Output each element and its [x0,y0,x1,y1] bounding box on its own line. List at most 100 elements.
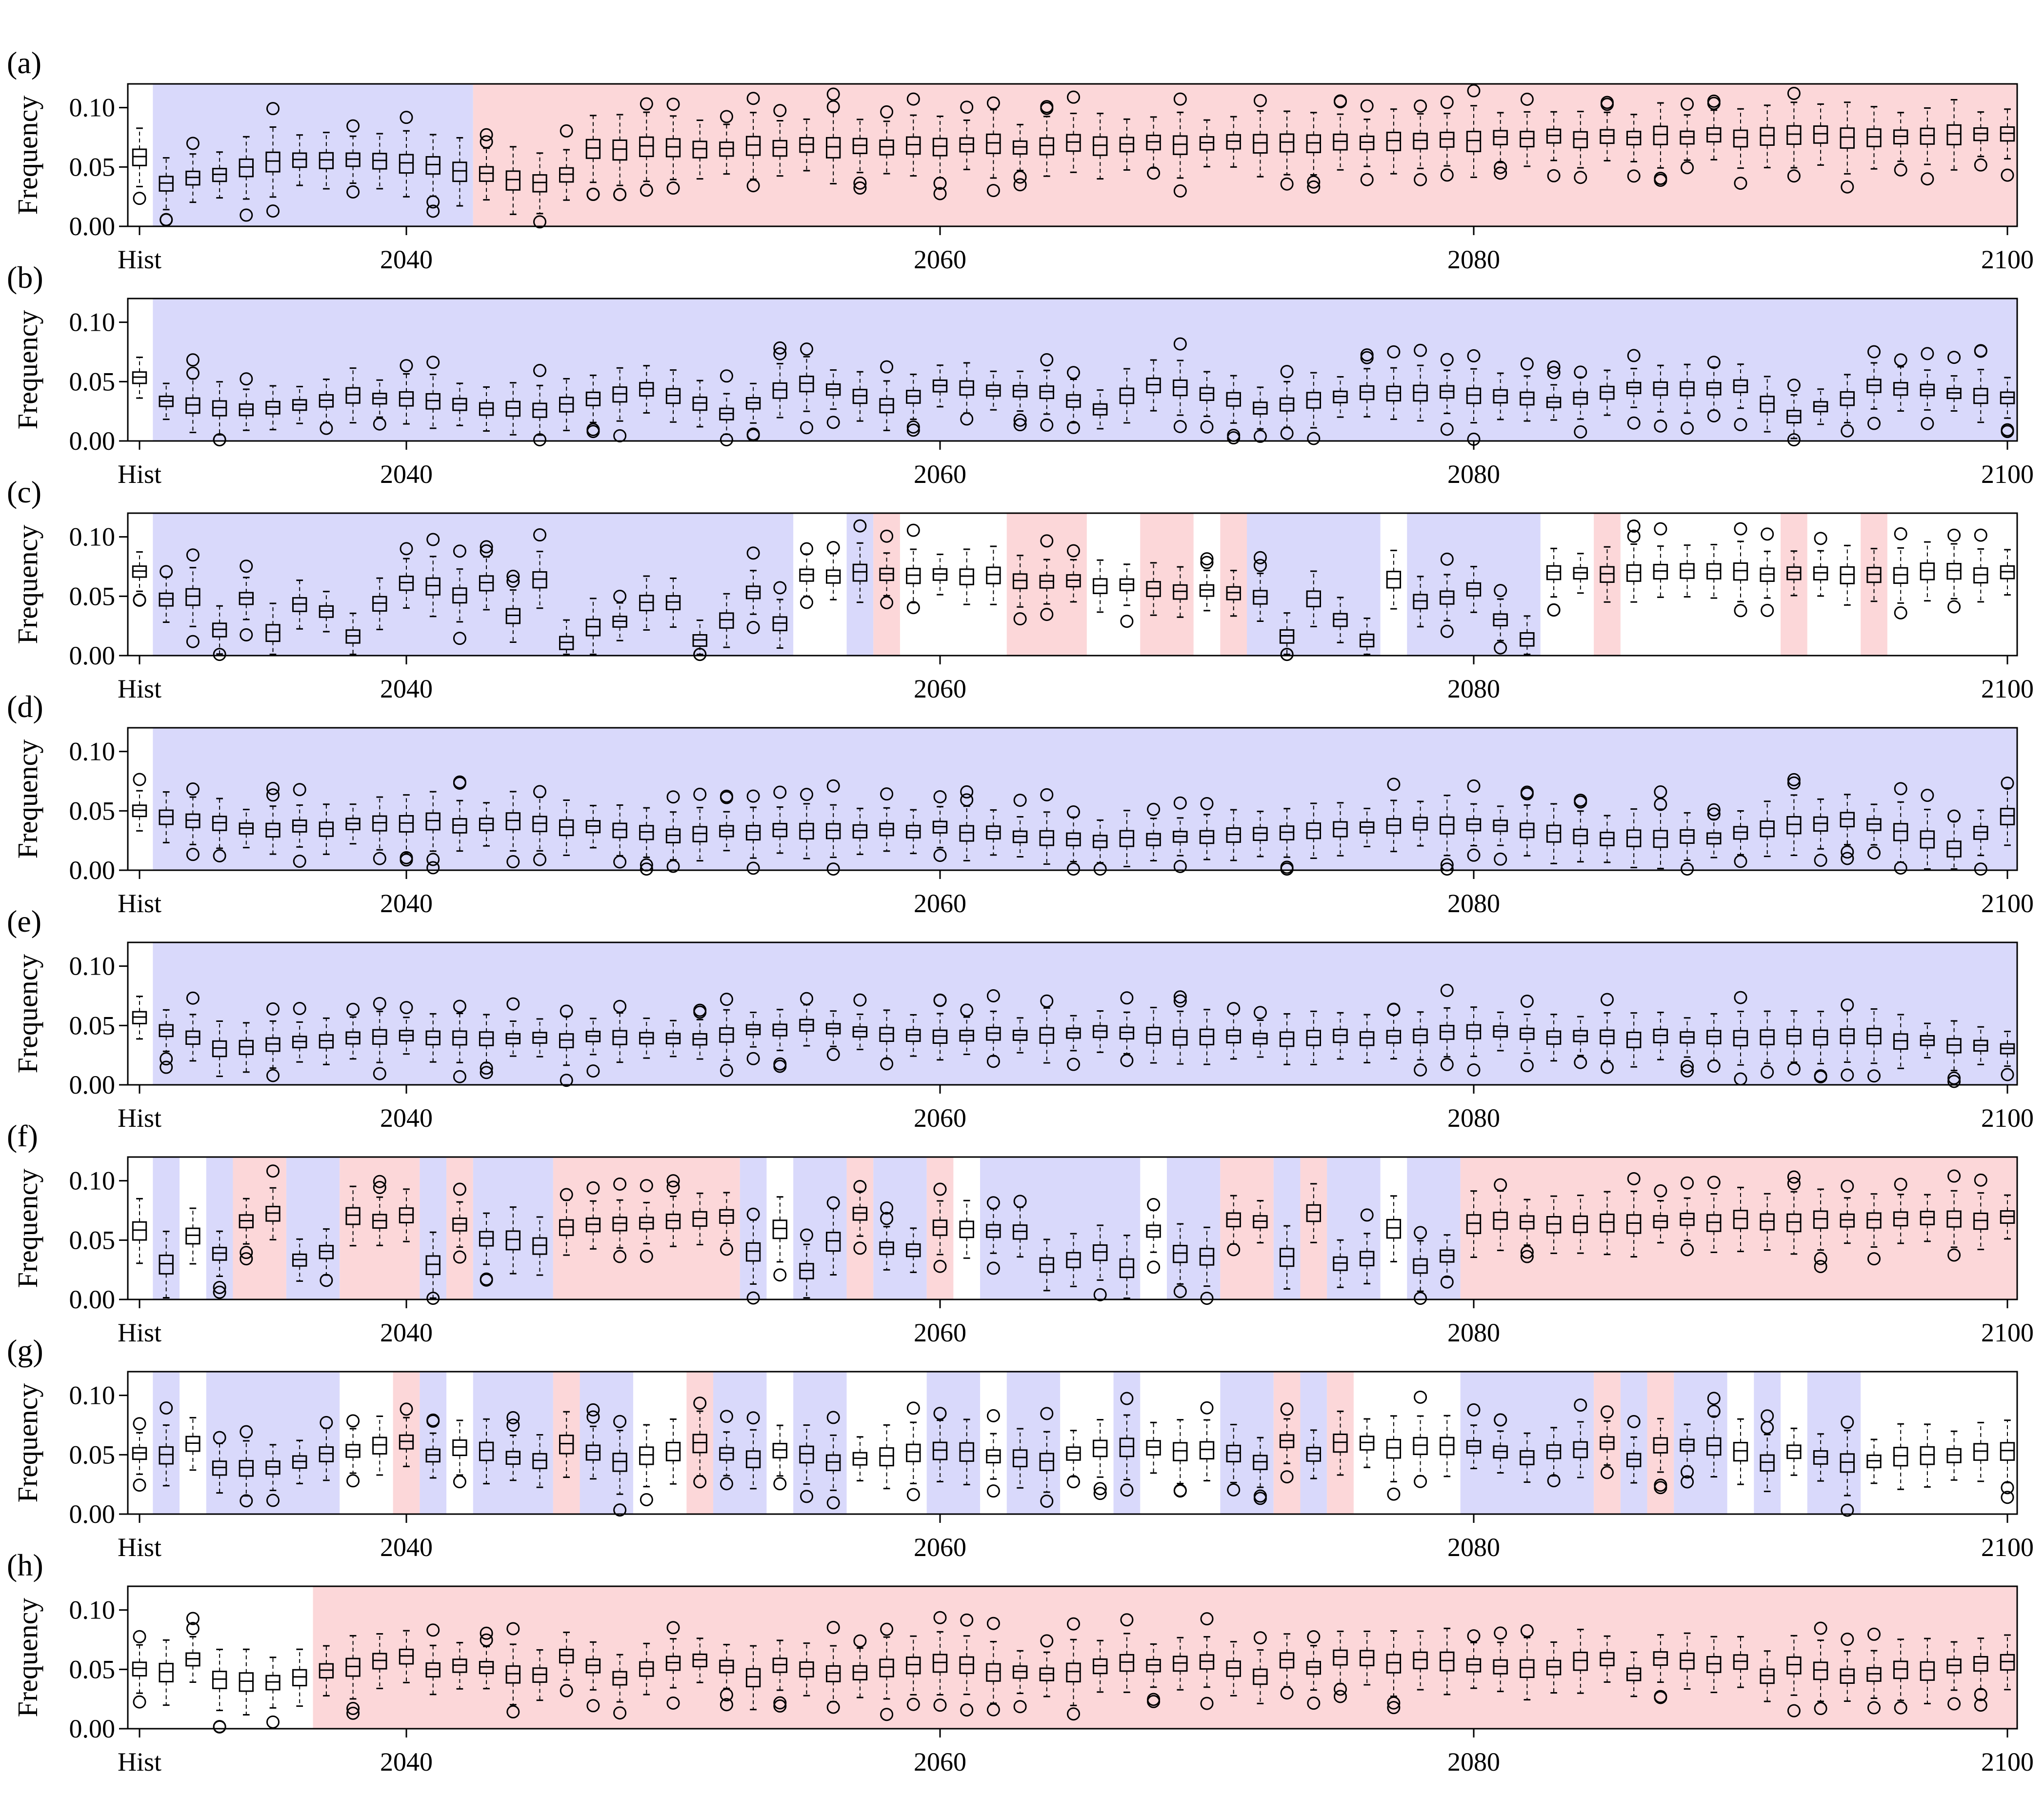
iqr-box [1279,1652,1295,1669]
y-axis-label: Frequency [12,1383,43,1503]
shaded-period [1300,1372,1327,1514]
outlier-point [720,789,733,803]
box-2074 [1306,1010,1321,1065]
box-2031 [159,1009,174,1074]
iqr-box [692,1434,707,1454]
box-2075 [1333,376,1348,418]
box-2080 [1466,1629,1482,1689]
outlier-point [1093,1487,1107,1500]
iqr-box [1760,1454,1775,1472]
box-2083 [1546,547,1562,617]
outlier-point [1947,1169,1961,1183]
outlier-point [1173,859,1187,873]
box-2070 [1199,797,1215,860]
iqr-box [1866,567,1882,583]
outlier-point [1787,1062,1801,1076]
iqr-box [532,571,547,589]
box-2090 [1733,1418,1748,1485]
iqr-box [799,376,814,393]
outlier-point [586,1064,600,1078]
box-2053 [745,382,761,442]
outlier-point [1494,641,1507,655]
outlier-point [880,1708,894,1721]
box-2092 [1786,550,1802,597]
box-2049 [639,97,654,197]
box-2082 [1520,93,1535,167]
outlier-point [1440,858,1454,872]
box-2097 [1920,347,1935,430]
outlier-point [746,620,760,634]
x-tick-label: 2080 [1447,1103,1500,1133]
box-2080 [1466,1403,1482,1470]
outlier-point [1574,1056,1587,1069]
iqr-box [959,568,974,585]
outlier-point [1013,1700,1027,1714]
box-2092 [1786,773,1802,857]
outlier-point [453,1070,466,1083]
box-2076 [1360,99,1375,186]
iqr-box [826,1665,841,1682]
iqr-box [1626,564,1642,582]
box-2088 [1680,812,1695,876]
box-2038 [345,612,361,656]
iqr-box [852,563,868,582]
outlier-point [1787,86,1801,100]
outlier-point [1200,1401,1214,1415]
box-2078 [1413,99,1428,186]
box-2056 [826,540,841,600]
outlier-point [1681,161,1694,175]
box-2030 [132,1630,147,1709]
outlier-point [826,1048,840,1061]
box-2057 [852,1436,868,1482]
box-2049 [639,1179,654,1263]
iqr-box [1733,1442,1748,1462]
box-2081 [1493,1413,1508,1474]
outlier-point [1040,1495,1054,1508]
iqr-box [212,1671,227,1689]
outlier-point [1894,527,1907,540]
outlier-point [1761,527,1774,541]
box-2062 [986,370,1001,411]
box-2046 [559,1188,574,1256]
box-2032 [185,137,200,203]
box-2093 [1813,532,1828,597]
outlier-point [240,208,253,222]
iqr-box [1039,137,1054,156]
outlier-point [186,1622,200,1636]
outlier-point [1013,794,1027,807]
box-2091 [1760,1010,1775,1079]
box-2091 [1760,376,1775,433]
x-tick-label: 2080 [1447,459,1500,489]
box-2073 [1279,1402,1295,1484]
iqr-box [1279,1248,1295,1267]
outlier-point [1067,420,1080,434]
box-2035 [265,1164,281,1240]
outlier-point [426,195,440,209]
outlier-point [853,519,867,533]
box-2047 [585,804,601,849]
outlier-point [1013,413,1027,427]
outlier-point [960,1703,974,1717]
outlier-point [186,782,200,796]
panel-label: (a) [7,45,41,80]
box-2038 [345,119,361,199]
outlier-point [400,542,413,556]
box-2095 [1866,1627,1882,1715]
iqr-box [1520,1659,1535,1678]
outlier-point [1040,994,1054,1008]
outlier-point [986,184,1000,198]
box-2091 [1760,104,1775,169]
iqr-box [1386,571,1402,589]
iqr-box [185,1227,200,1245]
iqr-box [425,812,441,831]
box-2090 [1733,108,1748,190]
outlier-point [1707,94,1721,108]
outlier-point [1147,1260,1161,1274]
box-2066 [1093,389,1108,430]
iqr-box [1173,379,1188,397]
iqr-box [1733,129,1748,148]
box-2070 [1199,1401,1215,1482]
box-2031 [159,791,174,843]
outlier-point [1841,1633,1854,1646]
outlier-point [1867,1069,1881,1083]
